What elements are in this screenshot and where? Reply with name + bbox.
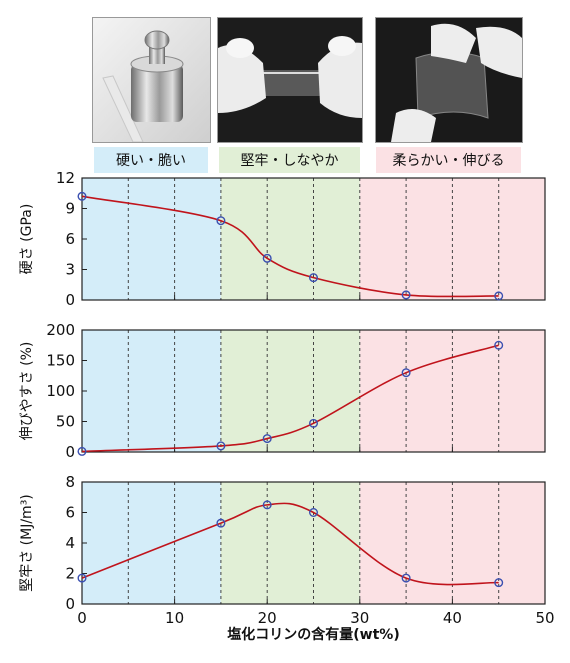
panel2-series-line (81, 344, 499, 453)
bent-film-photo-icon (376, 18, 522, 142)
panel3-xtick-label-0: 0 (77, 609, 87, 627)
zone-label-hard-text: 硬い・脆い (116, 153, 186, 169)
panel1-ytick-label-3: 9 (65, 200, 75, 218)
panel3-zone-0 (82, 482, 221, 604)
panel1-series-line (81, 195, 499, 298)
panel3-point-4 (401, 573, 411, 583)
panel2-ytick-label-2: 100 (46, 382, 75, 400)
panel1-zone-1 (220, 178, 360, 300)
zone-label-hard: 硬い・脆い (94, 147, 208, 173)
photo-metal-weight (92, 17, 211, 143)
panel1-ytick-label-0: 0 (65, 291, 75, 309)
panel3-xtick-label-3: 30 (350, 609, 369, 627)
zone-label-tough: 堅牢・しなやか (219, 147, 360, 173)
panel3-point-5 (494, 578, 504, 588)
panel3-point-2 (262, 500, 272, 510)
panel1-ylabel: 硬さ (GPa) (19, 204, 35, 275)
panel2-ytick-label-0: 0 (65, 443, 75, 461)
panel3-ytick-label-1: 2 (65, 565, 75, 583)
zone-label-soft-text: 柔らかい・伸びる (392, 153, 505, 169)
photo-film-stretched (217, 17, 363, 143)
photo-film-bent (375, 17, 523, 143)
panel2-ylabel: 伸びやすさ (%) (19, 342, 35, 441)
panel1-point-3 (309, 273, 319, 283)
x-axis-label: 塩化コリンの含有量(wt%) (227, 626, 399, 643)
panel3-point-1 (216, 518, 226, 528)
panel1-point-0 (77, 191, 87, 201)
panel3-xtick-label-4: 40 (443, 609, 462, 627)
panel1-ytick-label-1: 3 (65, 261, 75, 279)
zone-label-soft: 柔らかい・伸びる (376, 147, 521, 173)
panel3-ytick-label-0: 0 (65, 595, 75, 613)
panel3-point-3 (309, 508, 319, 518)
panel1-zone-0 (82, 178, 221, 300)
panel3-ytick-label-4: 8 (65, 473, 75, 491)
panel3-ylabel: 堅牢さ (MJ/m³) (19, 494, 35, 592)
panel2-ytick-label-3: 150 (46, 352, 75, 370)
panel2-point-0 (77, 446, 87, 456)
panel3-series-line (81, 502, 499, 586)
panel3-ytick-label-3: 6 (65, 504, 75, 522)
panel3-zone-1 (220, 482, 360, 604)
panel1-ytick-label-2: 6 (65, 230, 75, 248)
panel2-point-4 (401, 368, 411, 378)
stretched-film-photo-icon (218, 18, 362, 142)
metal-weight-photo-icon (93, 18, 210, 142)
panel2-point-1 (216, 441, 226, 451)
panel1-point-4 (401, 290, 411, 300)
panel2-zone-0 (82, 330, 221, 452)
panel1-point-5 (494, 291, 504, 301)
panel2-point-2 (262, 434, 272, 444)
panel3-xtick-label-5: 50 (535, 609, 554, 627)
panel3-ytick-label-2: 4 (65, 534, 75, 552)
panel2-ytick-label-4: 200 (46, 321, 75, 339)
panel1-point-2 (262, 253, 272, 263)
panel2-point-3 (309, 418, 319, 428)
panel2-ytick-label-1: 50 (56, 413, 75, 431)
panel3-xtick-label-2: 20 (258, 609, 277, 627)
panel2-point-5 (494, 340, 504, 350)
panel1-ytick-label-4: 12 (56, 169, 75, 187)
panel3-xtick-label-1: 10 (165, 609, 184, 627)
panel3-point-0 (77, 573, 87, 583)
zone-label-tough-text: 堅牢・しなやか (240, 153, 339, 169)
panel1-point-1 (216, 216, 226, 226)
panel2-zone-1 (220, 330, 360, 452)
